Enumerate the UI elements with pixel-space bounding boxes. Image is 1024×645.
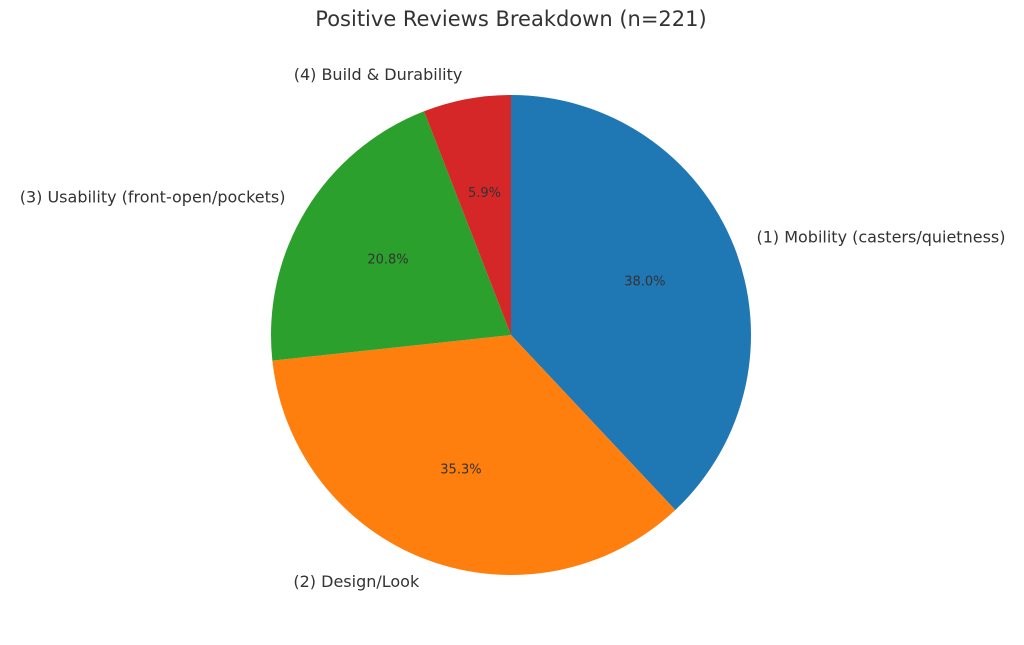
chart-title: Positive Reviews Breakdown (n=221) (315, 7, 706, 31)
slice-label: (3) Usability (front-open/pockets) (20, 187, 286, 206)
pie-slice (511, 95, 752, 510)
pie-slice (424, 95, 511, 335)
pie-slice (272, 335, 676, 576)
slice-label: (2) Design/Look (293, 572, 420, 591)
slice-percent: 35.3% (440, 463, 481, 478)
pie-slice (270, 111, 511, 361)
slice-label: (1) Mobility (casters/quietness) (756, 227, 1005, 246)
slice-label: (4) Build & Durability (294, 65, 463, 84)
slice-percent: 20.8% (367, 253, 408, 268)
slice-percent: 5.9% (468, 186, 501, 201)
slice-percent: 38.0% (624, 274, 665, 289)
